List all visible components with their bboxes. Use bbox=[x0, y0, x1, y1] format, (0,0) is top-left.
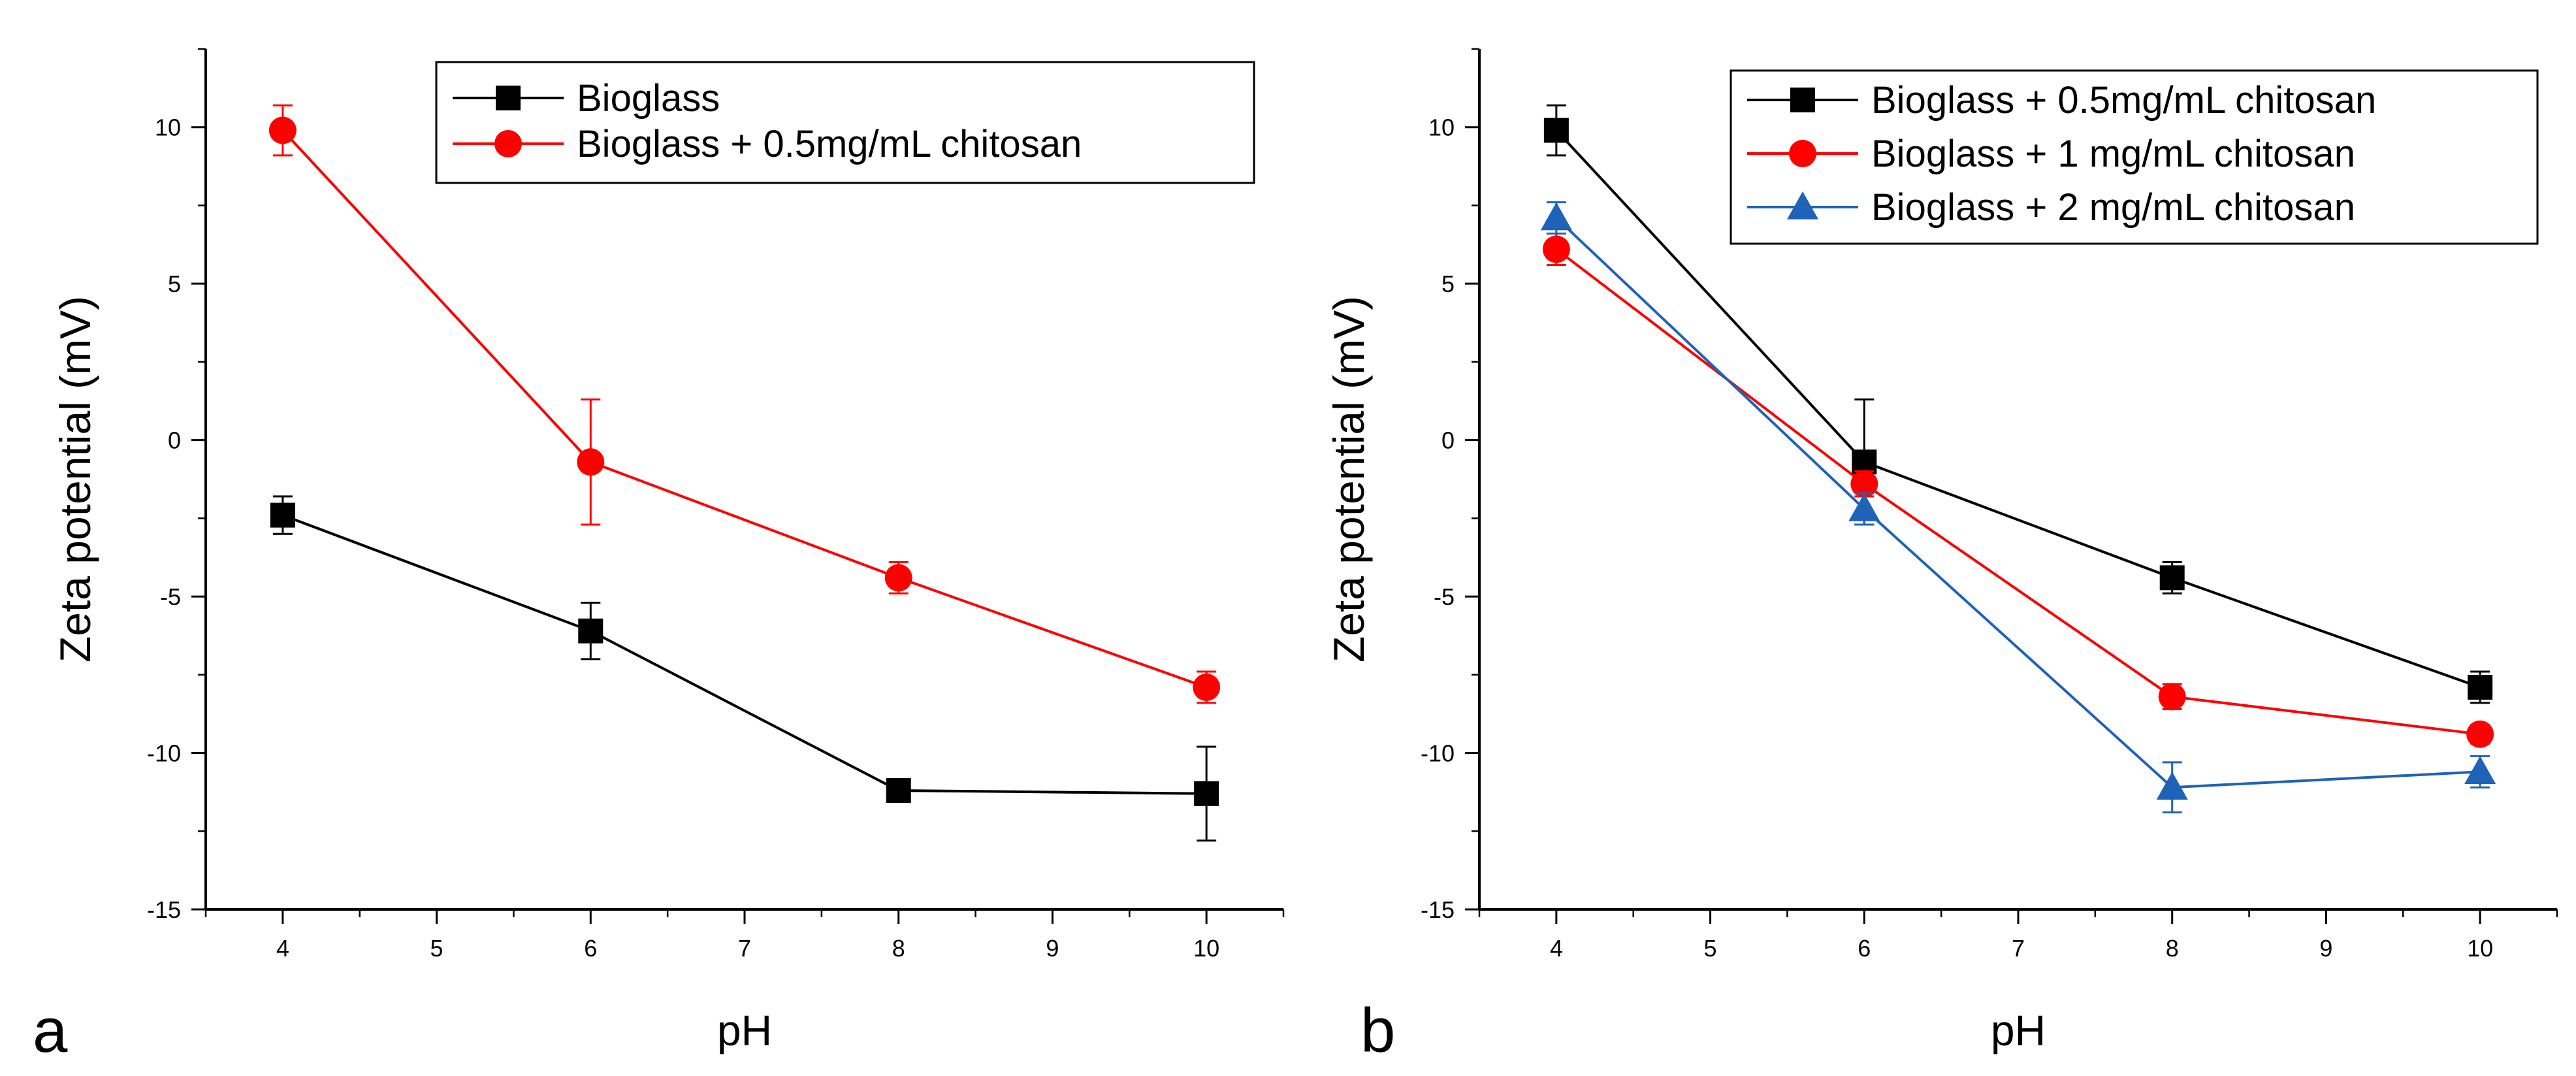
data-point bbox=[2466, 720, 2494, 748]
data-point bbox=[270, 502, 295, 528]
y-tick-label: -15 bbox=[1421, 896, 1455, 923]
x-tick-label: 5 bbox=[1704, 935, 1717, 962]
data-point bbox=[1540, 202, 1572, 231]
series-line bbox=[1555, 217, 2481, 789]
legend-marker bbox=[496, 86, 521, 110]
x-tick-label: 10 bbox=[1193, 935, 1219, 962]
x-tick-label: 7 bbox=[738, 935, 751, 962]
x-tick-label: 9 bbox=[1046, 935, 1059, 962]
x-tick-label: 4 bbox=[276, 935, 289, 962]
data-point bbox=[1542, 235, 1570, 263]
legend-box bbox=[435, 61, 1255, 184]
x-tick-label: 6 bbox=[584, 935, 597, 962]
series-0 bbox=[1543, 104, 2493, 704]
series-line bbox=[1555, 129, 2481, 689]
legend-marker bbox=[1790, 88, 1815, 112]
series-line bbox=[1555, 248, 2481, 736]
legend-marker bbox=[1789, 140, 1816, 167]
legend-entry: Bioglass + 0.5mg/mL chitosan bbox=[577, 123, 1082, 165]
data-point bbox=[2158, 683, 2186, 711]
y-axis-title: Zeta potential (mV) bbox=[1325, 296, 1373, 662]
y-tick-label: -10 bbox=[147, 740, 181, 767]
legend-marker bbox=[1787, 191, 1818, 220]
x-tick-label: 6 bbox=[1858, 935, 1871, 962]
panel-label: a bbox=[33, 996, 68, 1066]
x-tick-label: 8 bbox=[2166, 935, 2179, 962]
data-point bbox=[1848, 493, 1880, 521]
y-tick-label: 0 bbox=[168, 427, 181, 454]
data-point bbox=[1850, 470, 1878, 498]
legend-entry: Bioglass + 0.5mg/mL chitosan bbox=[1871, 79, 2376, 122]
y-tick-label: -15 bbox=[147, 896, 181, 923]
x-tick-label: 8 bbox=[892, 935, 905, 962]
data-point bbox=[2159, 565, 2185, 591]
y-tick-label: 5 bbox=[1441, 270, 1455, 297]
series-1 bbox=[268, 104, 1221, 704]
x-tick-label: 4 bbox=[1550, 935, 1563, 962]
data-point bbox=[2464, 756, 2496, 784]
chart-panel-a: 4 5 6 7 8 9 10 -15 -10 -5 0 5 10 pH Zeta potential (mV… bbox=[33, 48, 1285, 1066]
y-tick-label: -10 bbox=[1421, 740, 1455, 767]
y-tick-label: 10 bbox=[1428, 114, 1455, 141]
y-tick-label: -5 bbox=[1434, 583, 1455, 610]
legend-entry: Bioglass + 1 mg/mL chitosan bbox=[1871, 133, 2355, 175]
x-tick-label: 5 bbox=[430, 935, 443, 962]
x-tick-label: 10 bbox=[2467, 935, 2493, 962]
x-axis-title: pH bbox=[717, 1006, 772, 1054]
chart-panel-b: 4 5 6 7 8 9 10 -15 -10 -5 0 5 10 pH Zeta potential (mV… bbox=[1325, 48, 2558, 1066]
data-point bbox=[2468, 674, 2493, 700]
x-tick-label: 9 bbox=[2319, 935, 2332, 962]
legend-marker bbox=[494, 130, 522, 157]
legend-entry: Bioglass bbox=[577, 77, 720, 120]
y-tick-label: 0 bbox=[1441, 427, 1455, 454]
data-point bbox=[1543, 118, 1569, 143]
y-tick-label: 10 bbox=[155, 114, 181, 141]
data-point bbox=[577, 448, 605, 476]
data-point bbox=[578, 618, 604, 644]
series-2 bbox=[1540, 201, 2496, 814]
data-point bbox=[268, 116, 297, 144]
series-1 bbox=[1542, 233, 2494, 748]
legend: Bioglass + 0.5mg/mL chitosan Bioglass + 1… bbox=[1730, 69, 2539, 245]
y-tick-label: -5 bbox=[160, 583, 181, 610]
y-axis-title: Zeta potential (mV) bbox=[51, 296, 99, 662]
data-point bbox=[886, 778, 911, 804]
series-line bbox=[282, 129, 1207, 689]
data-point bbox=[1193, 673, 1221, 701]
data-point bbox=[884, 564, 912, 592]
data-point bbox=[1194, 781, 1219, 806]
x-tick-label: 7 bbox=[2012, 935, 2025, 962]
legend-entry: Bioglass + 2 mg/mL chitosan bbox=[1871, 186, 2355, 229]
panel-label: b bbox=[1360, 996, 1395, 1066]
legend-box bbox=[1730, 69, 2539, 245]
series-0 bbox=[270, 495, 1219, 842]
data-point bbox=[2156, 772, 2188, 800]
x-axis-title: pH bbox=[1991, 1006, 2046, 1054]
y-tick-label: 5 bbox=[168, 270, 181, 297]
series-line bbox=[282, 514, 1207, 795]
